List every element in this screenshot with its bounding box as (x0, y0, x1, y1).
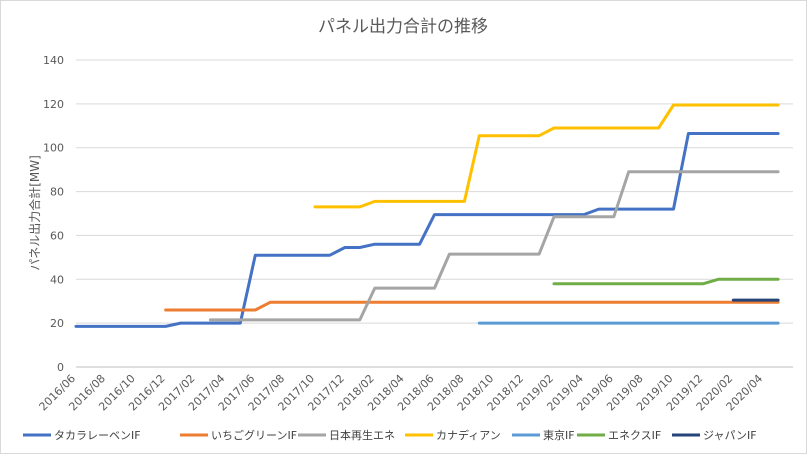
y-tick-label: 140 (43, 54, 64, 67)
y-tick-label: 20 (50, 317, 64, 330)
legend-label: 東京IF (543, 428, 575, 442)
series-line-3 (208, 170, 780, 322)
x-axis-ticks: 2016/062016/082016/102016/122017/022017/… (37, 372, 766, 414)
series-line-1 (74, 132, 780, 328)
y-axis-ticks: 0 20 40 60 80 100 120 140 (43, 54, 64, 374)
legend-label: タカラレーベンIF (54, 429, 141, 442)
chart-title: パネル出力合計の推移 (318, 17, 488, 37)
legend-label: 日本再生エネ (329, 428, 395, 442)
series-lines (74, 103, 780, 328)
legend-label: カナディアン (436, 428, 501, 442)
y-tick-label: 120 (43, 98, 64, 111)
y-tick-label: 40 (50, 273, 64, 286)
legend-label: エネクスIF (608, 429, 661, 442)
y-tick-label: 100 (43, 142, 64, 155)
y-axis-label: パネル出力合計[MW] (27, 155, 42, 271)
y-tick-label: 0 (57, 361, 64, 374)
legend: タカラレーベンIF いちごグリーンIF 日本再生エネ カナディアン 東京IF エネクスIF… (23, 428, 757, 442)
series-line-6 (552, 277, 780, 286)
y-tick-label: 80 (50, 186, 64, 199)
y-tick-label: 60 (50, 229, 64, 242)
series-line-4 (313, 103, 780, 209)
series-line-2 (164, 300, 780, 312)
legend-label: いちごグリーンIF (211, 428, 297, 442)
legend-label: ジャパンIF (703, 429, 757, 442)
